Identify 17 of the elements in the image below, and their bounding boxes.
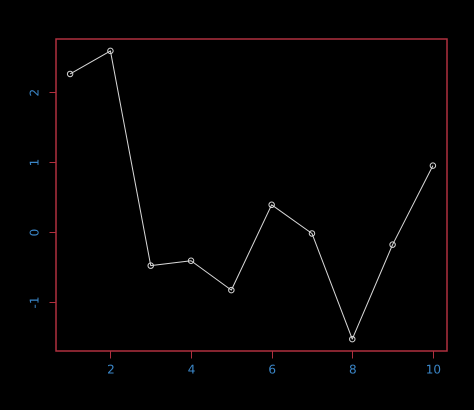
y-tick-label: 2 <box>28 88 42 96</box>
point <box>349 336 356 342</box>
x-tick-label: 8 <box>348 362 357 376</box>
point <box>228 286 235 294</box>
x-tick-label: 2 <box>107 362 115 376</box>
point <box>188 258 194 264</box>
point <box>308 230 316 237</box>
y-tick-label: 1 <box>28 158 42 166</box>
x-tick-label: 10 <box>426 362 442 376</box>
point <box>147 262 154 269</box>
y-tick-label: -1 <box>28 296 42 309</box>
x-tick-label: 6 <box>268 362 276 376</box>
x-tick-label: 4 <box>188 362 196 376</box>
point <box>268 202 275 208</box>
y-tick-label: 0 <box>28 228 42 236</box>
point <box>389 241 396 248</box>
point <box>107 48 114 54</box>
